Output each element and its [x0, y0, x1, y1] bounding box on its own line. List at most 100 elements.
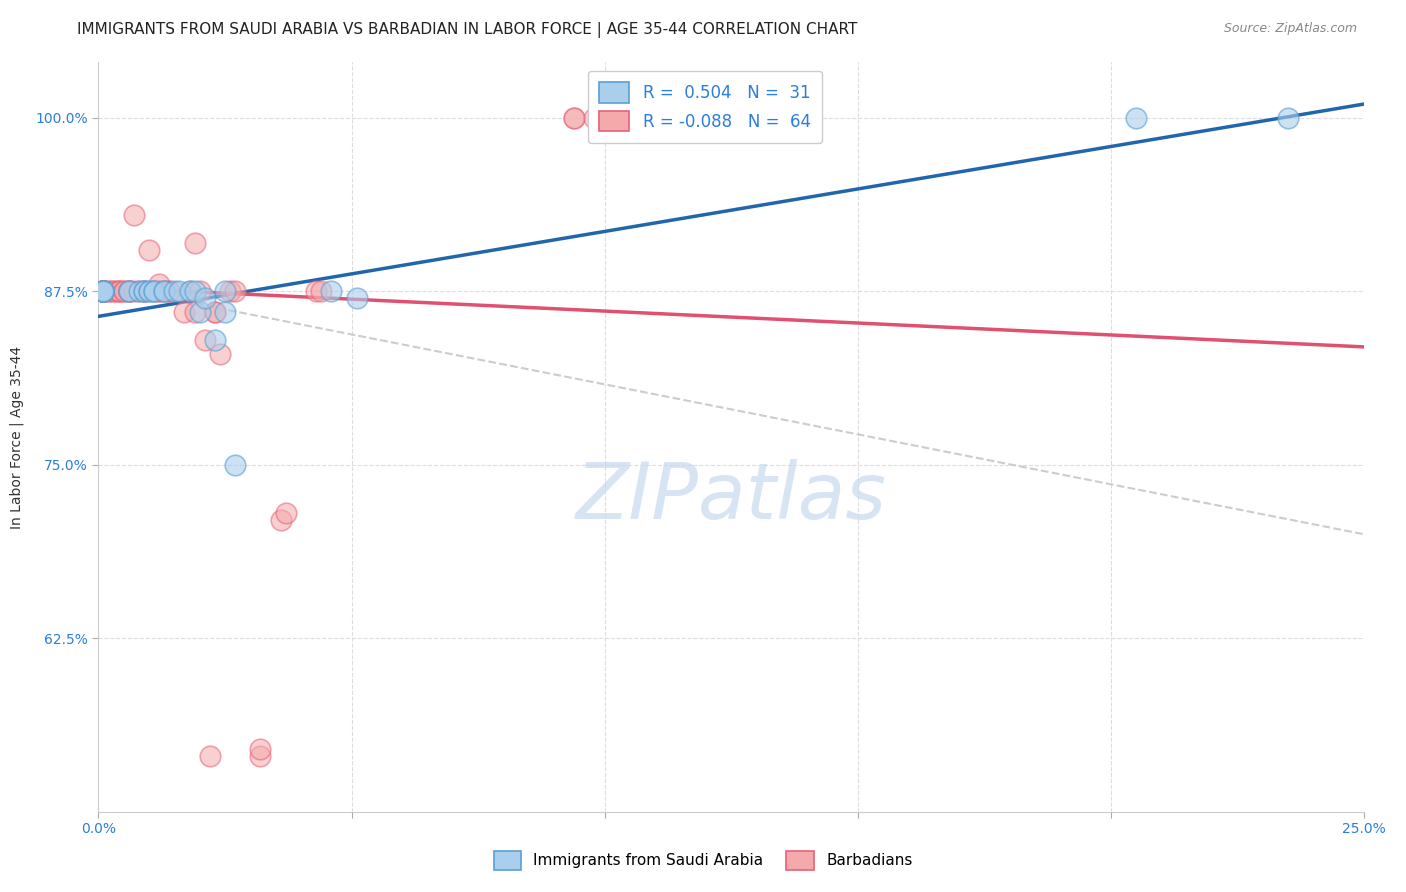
Point — [562, 111, 585, 125]
Point — [321, 285, 343, 299]
Point — [214, 285, 236, 299]
Point — [128, 285, 150, 299]
Point — [593, 111, 616, 125]
Point — [132, 285, 155, 299]
Point — [93, 285, 115, 299]
Point — [93, 285, 115, 299]
Point — [122, 208, 145, 222]
Point — [97, 285, 120, 299]
Point — [224, 285, 246, 299]
Point — [93, 285, 115, 299]
Point — [93, 285, 115, 299]
Point — [194, 291, 217, 305]
Point — [143, 285, 166, 299]
Point — [1277, 111, 1299, 125]
Point — [204, 305, 226, 319]
Point — [157, 285, 180, 299]
Point — [143, 285, 166, 299]
Point — [138, 243, 160, 257]
Point — [93, 285, 115, 299]
Point — [103, 285, 125, 299]
Point — [132, 285, 155, 299]
Point — [204, 333, 226, 347]
Point — [188, 305, 211, 319]
Point — [249, 742, 271, 756]
Point — [153, 285, 176, 299]
Point — [593, 111, 616, 125]
Point — [219, 285, 242, 299]
Point — [270, 513, 292, 527]
Text: IMMIGRANTS FROM SAUDI ARABIA VS BARBADIAN IN LABOR FORCE | AGE 35-44 CORRELATION: IMMIGRANTS FROM SAUDI ARABIA VS BARBADIA… — [77, 22, 858, 38]
Point — [103, 285, 125, 299]
Point — [93, 285, 115, 299]
Point — [93, 285, 115, 299]
Point — [93, 285, 115, 299]
Point — [93, 285, 115, 299]
Point — [593, 111, 616, 125]
Point — [93, 285, 115, 299]
Point — [169, 285, 191, 299]
Point — [118, 285, 141, 299]
Legend: R =  0.504   N =  31, R = -0.088   N =  64: R = 0.504 N = 31, R = -0.088 N = 64 — [588, 70, 823, 143]
Point — [148, 277, 170, 292]
Point — [249, 749, 271, 764]
Point — [93, 285, 115, 299]
Point — [198, 749, 221, 764]
Point — [148, 285, 170, 299]
Point — [138, 285, 160, 299]
Y-axis label: In Labor Force | Age 35-44: In Labor Force | Age 35-44 — [10, 345, 24, 529]
Point — [583, 111, 606, 125]
Point — [143, 285, 166, 299]
Point — [183, 305, 205, 319]
Point — [593, 111, 616, 125]
Point — [173, 305, 195, 319]
Point — [93, 285, 115, 299]
Point — [562, 111, 585, 125]
Point — [93, 285, 115, 299]
Point — [183, 235, 205, 250]
Point — [138, 285, 160, 299]
Point — [118, 285, 141, 299]
Point — [97, 285, 120, 299]
Point — [132, 285, 155, 299]
Point — [93, 285, 115, 299]
Text: Source: ZipAtlas.com: Source: ZipAtlas.com — [1223, 22, 1357, 36]
Point — [153, 285, 176, 299]
Point — [305, 285, 328, 299]
Point — [148, 285, 170, 299]
Point — [93, 285, 115, 299]
Point — [112, 285, 135, 299]
Point — [179, 285, 201, 299]
Point — [93, 285, 115, 299]
Point — [93, 285, 115, 299]
Point — [118, 285, 141, 299]
Point — [593, 111, 616, 125]
Point — [107, 285, 129, 299]
Point — [122, 285, 145, 299]
Point — [163, 285, 186, 299]
Point — [157, 285, 180, 299]
Legend: Immigrants from Saudi Arabia, Barbadians: Immigrants from Saudi Arabia, Barbadians — [486, 843, 920, 877]
Point — [128, 285, 150, 299]
Point — [107, 285, 129, 299]
Point — [153, 285, 176, 299]
Point — [118, 285, 141, 299]
Point — [593, 111, 616, 125]
Point — [93, 285, 115, 299]
Text: ZIPatlas: ZIPatlas — [575, 459, 887, 535]
Point — [112, 285, 135, 299]
Point — [188, 285, 211, 299]
Point — [204, 305, 226, 319]
Point — [107, 285, 129, 299]
Point — [208, 347, 231, 361]
Point — [224, 458, 246, 472]
Point — [274, 507, 297, 521]
Point — [132, 285, 155, 299]
Point — [93, 285, 115, 299]
Point — [309, 285, 332, 299]
Point — [179, 285, 201, 299]
Point — [1125, 111, 1147, 125]
Point — [183, 285, 205, 299]
Point — [593, 111, 616, 125]
Point — [118, 285, 141, 299]
